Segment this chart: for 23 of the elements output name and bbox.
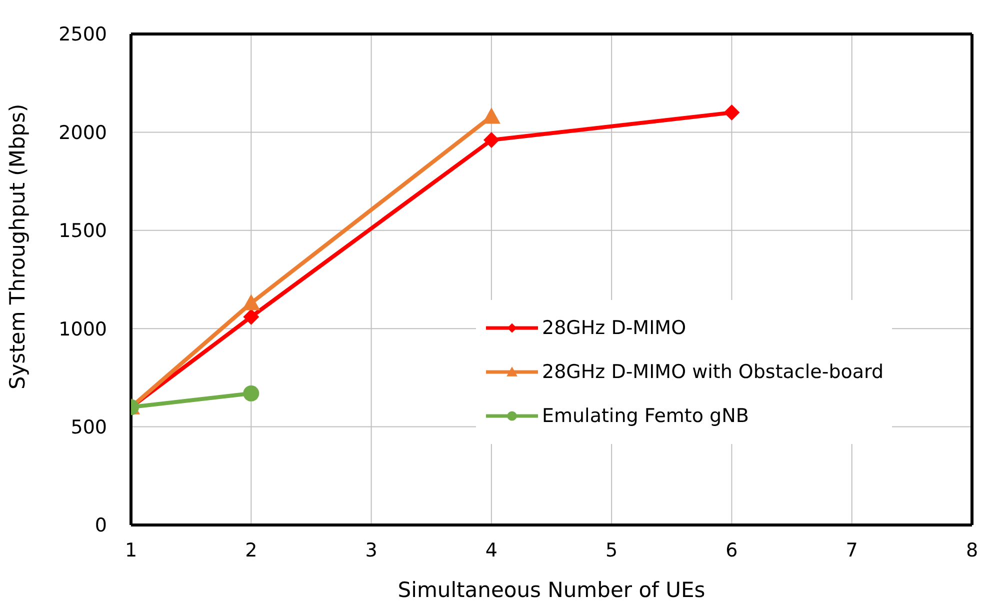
x-tick-label: 7 bbox=[846, 539, 858, 562]
x-tick-label: 2 bbox=[245, 539, 258, 562]
x-tick-label: 3 bbox=[365, 539, 378, 562]
x-tick-label: 8 bbox=[966, 539, 978, 562]
x-tick-label: 6 bbox=[726, 539, 738, 562]
y-axis-title: System Throughput (Mbps) bbox=[5, 104, 30, 390]
x-tick-label: 4 bbox=[485, 539, 498, 562]
x-tick-label: 5 bbox=[606, 539, 618, 562]
legend-label: 28GHz D-MIMO bbox=[542, 317, 686, 339]
x-tick-label: 1 bbox=[124, 539, 138, 562]
legend-label: Emulating Femto gNB bbox=[542, 405, 749, 427]
x-axis-title: Simultaneous Number of UEs bbox=[398, 578, 706, 602]
point bbox=[724, 104, 740, 121]
y-tick-label: 500 bbox=[70, 416, 107, 439]
y-tick-label: 0 bbox=[94, 514, 107, 537]
point bbox=[483, 132, 500, 148]
y-tick-label: 1000 bbox=[58, 318, 107, 340]
y-tick-label: 2500 bbox=[58, 24, 107, 46]
y-tick-label: 1500 bbox=[58, 220, 107, 242]
point bbox=[242, 294, 260, 310]
y-tick-label: 2000 bbox=[58, 122, 107, 144]
point bbox=[243, 308, 260, 325]
legend-label: 28GHz D-MIMO with Obstacle-board bbox=[542, 361, 884, 383]
